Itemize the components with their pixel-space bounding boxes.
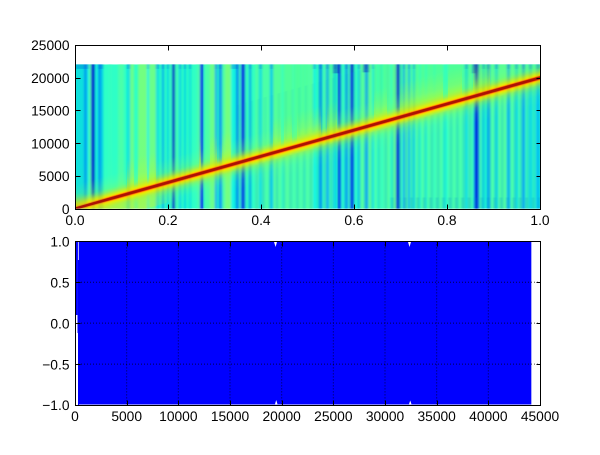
- svg-text:0.2: 0.2: [158, 213, 177, 228]
- svg-text:0: 0: [62, 202, 70, 217]
- svg-text:0: 0: [71, 409, 79, 424]
- svg-text:45000: 45000: [521, 409, 560, 424]
- svg-text:10000: 10000: [159, 409, 198, 424]
- svg-text:0.8: 0.8: [437, 213, 457, 228]
- svg-text:25000: 25000: [314, 409, 353, 424]
- svg-text:0.0: 0.0: [65, 213, 85, 228]
- svg-text:1.0: 1.0: [50, 235, 70, 250]
- svg-text:10000: 10000: [31, 136, 70, 151]
- svg-text:20000: 20000: [262, 409, 301, 424]
- svg-text:15000: 15000: [31, 104, 70, 119]
- svg-text:0.5: 0.5: [50, 275, 70, 290]
- svg-text:30000: 30000: [366, 409, 405, 424]
- svg-text:0.0: 0.0: [50, 316, 70, 331]
- svg-text:5000: 5000: [111, 409, 142, 424]
- svg-text:0.6: 0.6: [344, 213, 364, 228]
- svg-text:40000: 40000: [469, 409, 508, 424]
- svg-text:35000: 35000: [417, 409, 456, 424]
- svg-text:0.4: 0.4: [251, 213, 271, 228]
- svg-text:1.0: 1.0: [530, 213, 550, 228]
- svg-text:15000: 15000: [211, 409, 250, 424]
- svg-text:5000: 5000: [39, 169, 70, 184]
- svg-text:−0.5: −0.5: [42, 357, 70, 372]
- svg-text:20000: 20000: [31, 71, 70, 86]
- svg-text:25000: 25000: [31, 38, 70, 53]
- svg-text:−1.0: −1.0: [42, 398, 70, 413]
